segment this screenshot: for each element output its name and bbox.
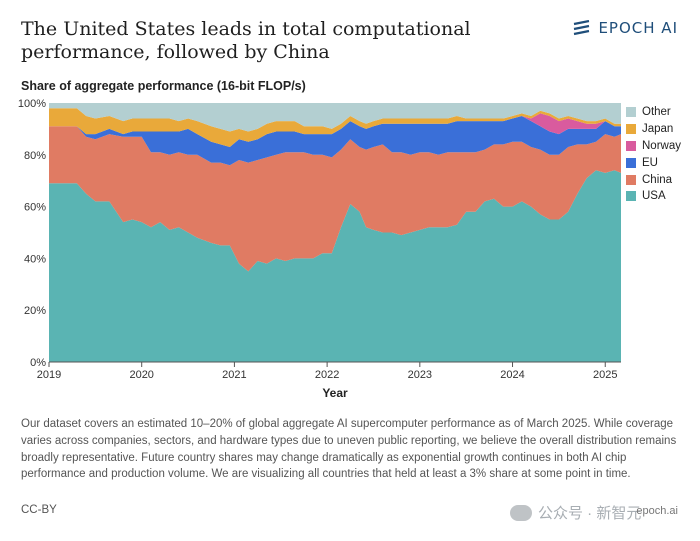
legend-item-china[interactable]: China xyxy=(626,171,681,188)
y-tick-label: 20% xyxy=(24,305,46,317)
y-tick-label: 0% xyxy=(30,357,46,369)
page-title: The United States leads in total computa… xyxy=(21,18,471,63)
methodology-note: Our dataset covers an estimated 10–20% o… xyxy=(21,418,677,481)
area-japan[interactable] xyxy=(49,108,621,147)
x-tick-label: 2019 xyxy=(37,369,61,381)
y-tick-label: 40% xyxy=(24,253,46,265)
legend-swatch-other xyxy=(626,107,636,118)
x-tick-label: 2022 xyxy=(315,369,339,381)
site-link[interactable]: epoch.ai xyxy=(636,505,678,517)
y-tick-label: 60% xyxy=(24,202,46,214)
x-tick-label: 2021 xyxy=(222,369,246,381)
y-tick-label: 100% xyxy=(18,98,46,110)
area-china[interactable] xyxy=(49,126,621,272)
x-tick-label: 2020 xyxy=(129,369,153,381)
legend-item-eu[interactable]: EU xyxy=(626,154,681,171)
wechat-watermark: 公众号 · 新智元 xyxy=(510,502,641,523)
x-tick-label: 2023 xyxy=(408,369,432,381)
chart-legend: Other Japan Norway EU China USA xyxy=(626,104,681,205)
area-usa[interactable] xyxy=(49,170,621,362)
logo-stripes-icon xyxy=(574,20,590,36)
legend-item-other[interactable]: Other xyxy=(626,104,681,121)
legend-item-norway[interactable]: Norway xyxy=(626,138,681,155)
legend-item-japan[interactable]: Japan xyxy=(626,121,681,138)
legend-label-japan: Japan xyxy=(642,123,674,136)
legend-label-usa: USA xyxy=(642,190,666,203)
legend-swatch-eu xyxy=(626,157,636,168)
legend-label-china: China xyxy=(642,173,673,186)
legend-swatch-usa xyxy=(626,191,636,202)
x-tick-label: 2025 xyxy=(593,369,617,381)
y-tick-label: 80% xyxy=(24,150,46,162)
legend-label-eu: EU xyxy=(642,156,658,169)
wechat-icon xyxy=(510,504,532,521)
legend-swatch-japan xyxy=(626,124,636,135)
legend-label-other: Other xyxy=(642,106,671,119)
chart-subtitle: Share of aggregate performance (16-bit F… xyxy=(21,79,306,93)
x-axis-title: Year xyxy=(322,386,348,400)
watermark-text: 公众号 · 新智元 xyxy=(538,505,642,522)
legend-swatch-china xyxy=(626,174,636,185)
epoch-ai-logo[interactable]: EPOCH AI xyxy=(573,19,678,37)
legend-label-norway: Norway xyxy=(642,139,681,152)
license-label: CC-BY xyxy=(21,504,57,516)
legend-swatch-norway xyxy=(626,140,636,151)
area-other[interactable] xyxy=(49,103,621,132)
area-eu[interactable] xyxy=(49,116,621,166)
brand-name: EPOCH AI xyxy=(598,19,678,37)
x-tick-label: 2024 xyxy=(500,369,524,381)
legend-item-usa[interactable]: USA xyxy=(626,188,681,205)
